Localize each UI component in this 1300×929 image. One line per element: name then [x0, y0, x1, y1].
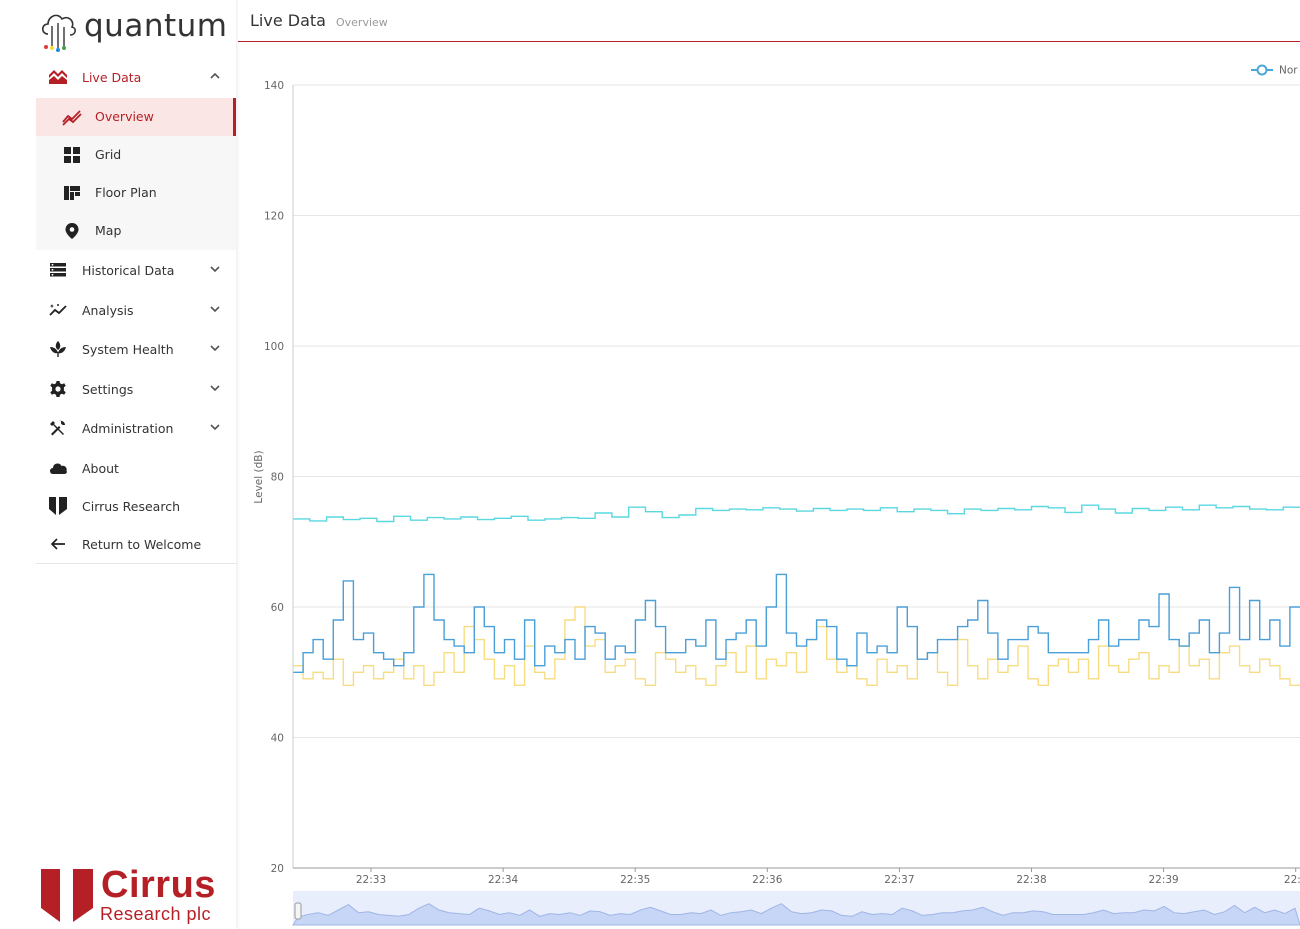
brand-name: quantum	[84, 8, 228, 44]
cirrus-logo-name: Cirrus	[101, 864, 216, 906]
x-tick-label: 22:37	[884, 874, 914, 886]
sidebar-item-return-to-welcome[interactable]: Return to Welcome	[36, 525, 236, 563]
legend-marker-icon	[1256, 64, 1268, 76]
x-tick-label: 22:34	[488, 874, 519, 886]
x-tick-label: 22:39	[1148, 874, 1178, 886]
cloud-icon	[48, 459, 68, 477]
sidebar-subitem-label: Map	[95, 223, 122, 238]
page-header: Live Data Overview	[238, 0, 1300, 42]
sidebar-item-floor-plan[interactable]: Floor Plan	[36, 174, 236, 212]
map-pin-icon	[62, 222, 82, 240]
y-tick-label: 140	[264, 80, 284, 92]
sidebar-item-settings[interactable]: Settings	[36, 370, 236, 408]
level-chart[interactable]: 140 120 100 80 60 40 20 22:33 22:34 22:35 22:36 22:…	[243, 49, 1300, 929]
x-tick-label: 22:38	[1016, 874, 1046, 886]
y-tick-label: 100	[264, 341, 284, 353]
chevron-down-icon	[210, 424, 220, 431]
sidebar-item-label: About	[82, 460, 119, 476]
chart-grid	[293, 84, 1300, 869]
arrow-left-icon	[48, 535, 68, 553]
chevron-down-icon	[210, 385, 220, 392]
sidebar-item-label: Live Data	[82, 69, 142, 85]
system-health-icon	[48, 340, 68, 358]
sidebar-item-label: Cirrus Research	[82, 498, 181, 514]
sidebar-item-administration[interactable]: Administration	[36, 409, 236, 447]
chevron-down-icon	[210, 345, 220, 352]
navigator-handle-left	[294, 902, 302, 920]
chart-panel: 140 120 100 80 60 40 20 22:33 22:34 22:35 22:36 22:…	[243, 49, 1300, 929]
chart-axes: 140 120 100 80 60 40 20 22:33 22:34 22:35 22:36 22:…	[264, 80, 1300, 886]
tools-icon	[48, 419, 68, 437]
analysis-icon	[48, 301, 68, 319]
sidebar-item-grid[interactable]: Grid	[36, 136, 236, 174]
sidebar-item-cirrus-research[interactable]: Cirrus Research	[36, 487, 236, 525]
sidebar-item-label: Return to Welcome	[82, 536, 202, 552]
cirrus-logo-subtitle: Research plc	[100, 904, 212, 924]
page-subtitle: Overview	[336, 16, 388, 29]
sidebar-item-system-health[interactable]: System Health	[36, 330, 236, 368]
cirrus-logo-icon	[48, 497, 68, 515]
sidebar-item-label: Settings	[82, 381, 134, 397]
sidebar-item-analysis[interactable]: Analysis	[36, 291, 236, 329]
sidebar-item-label: System Health	[82, 341, 174, 357]
chevron-down-icon	[210, 306, 220, 313]
sidebar: quantum Live Data Overview Grid Floor Pl…	[0, 0, 236, 929]
chevron-up-icon	[210, 72, 220, 79]
chart-legend[interactable]: Nor	[1251, 64, 1298, 77]
x-tick-label: 22:36	[752, 874, 783, 886]
y-tick-label: 80	[271, 472, 284, 484]
legend-entry: Nor	[1279, 65, 1298, 77]
line-chart-icon	[62, 108, 82, 126]
cirrus-mark-icon	[41, 869, 93, 922]
x-tick-label: 22:33	[356, 874, 386, 886]
sidebar-item-about[interactable]: About	[36, 449, 236, 487]
page-title: Live Data	[250, 11, 326, 30]
gear-icon	[48, 380, 68, 398]
sidebar-item-historical-data[interactable]: Historical Data	[36, 251, 236, 289]
chevron-down-icon	[210, 266, 220, 273]
y-tick-label: 120	[264, 211, 284, 223]
sidebar-item-map[interactable]: Map	[36, 212, 236, 250]
sidebar-subitem-label: Floor Plan	[95, 185, 157, 200]
sidebar-divider	[36, 563, 236, 564]
sidebar-shadow	[236, 0, 240, 929]
y-tick-label: 60	[271, 602, 284, 614]
time-navigator[interactable]	[292, 891, 1300, 926]
floor-plan-icon	[62, 184, 82, 202]
cirrus-research-logo: Cirrus Research plc	[40, 864, 236, 926]
quantum-logo[interactable]: quantum	[38, 4, 238, 52]
series-line-yellow	[293, 606, 1300, 686]
y-tick-label: 20	[271, 863, 284, 875]
quantum-cloud-icon	[41, 14, 76, 52]
sidebar-subitem-label: Grid	[95, 147, 122, 162]
series-line-cyan	[293, 504, 1300, 523]
sidebar-item-live-data[interactable]: Live Data	[36, 58, 236, 96]
live-data-icon	[48, 68, 68, 86]
x-tick-label: 22:35	[620, 874, 650, 886]
sidebar-subitem-label: Overview	[95, 109, 154, 124]
series-line-blue	[293, 573, 1300, 673]
server-icon	[48, 261, 68, 279]
y-axis-label: Level (dB)	[253, 450, 265, 503]
sidebar-item-label: Historical Data	[82, 262, 175, 278]
sidebar-item-overview[interactable]: Overview	[36, 98, 236, 136]
x-tick-label: 22:4	[1284, 874, 1300, 886]
navigator-series	[292, 903, 1300, 926]
sidebar-item-label: Administration	[82, 420, 174, 436]
sidebar-item-label: Analysis	[82, 302, 134, 318]
chart-series	[293, 504, 1300, 686]
grid-icon	[62, 146, 82, 164]
y-tick-label: 40	[271, 733, 284, 745]
